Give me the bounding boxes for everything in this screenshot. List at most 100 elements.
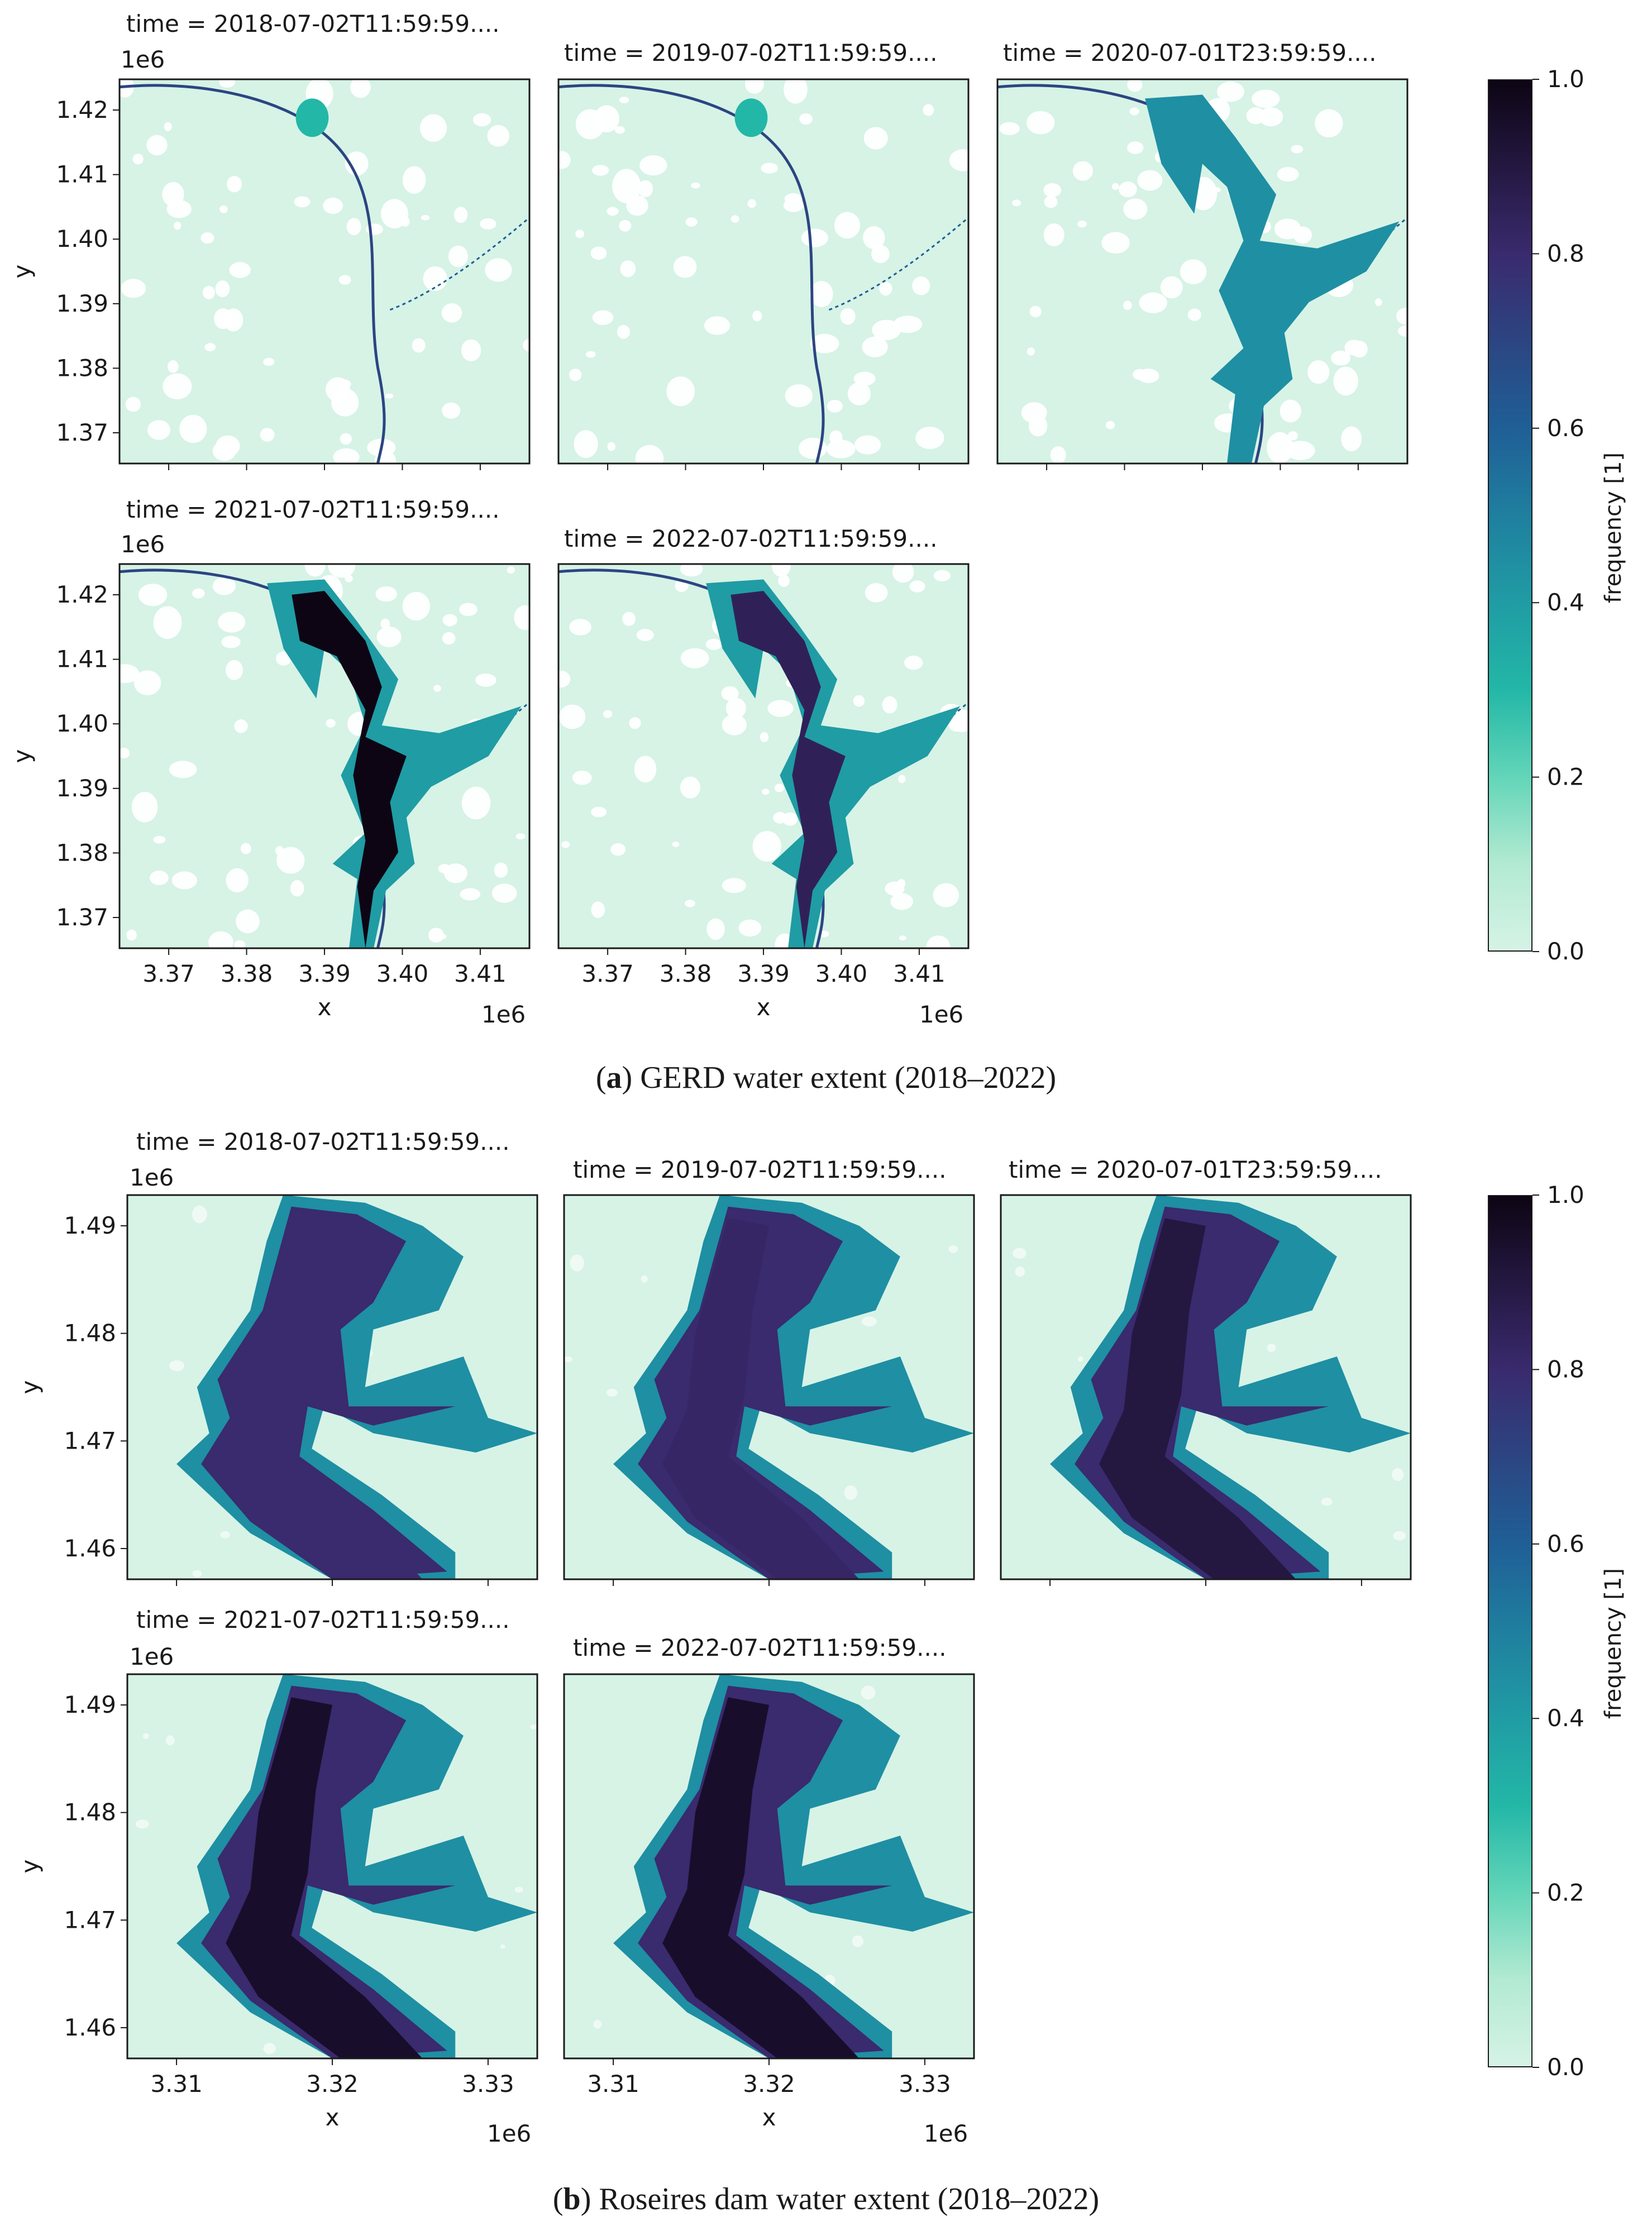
caption-letter: a bbox=[606, 1060, 622, 1095]
panel-title: time = 2019-07-02T11:59:59.... bbox=[564, 39, 938, 66]
panel-title: time = 2019-07-02T11:59:59.... bbox=[573, 1156, 947, 1183]
no-data-patch bbox=[491, 883, 517, 903]
no-data-patch bbox=[912, 276, 930, 295]
caption-text: GERD water extent (2018–2022) bbox=[632, 1060, 1057, 1095]
no-data-patch bbox=[350, 79, 371, 98]
no-data-patch bbox=[475, 673, 496, 687]
no-data-patch bbox=[219, 79, 236, 88]
no-data-patch bbox=[771, 564, 791, 577]
no-data-patch bbox=[614, 126, 625, 134]
panel-title: time = 2022-07-02T11:59:59.... bbox=[573, 1634, 947, 1661]
no-data-patch bbox=[1252, 89, 1280, 108]
no-data-patch bbox=[460, 888, 481, 901]
no-data-patch bbox=[445, 620, 453, 627]
no-data-patch bbox=[346, 218, 361, 236]
x-tick-label: 3.41 bbox=[454, 960, 507, 987]
no-data-patch bbox=[999, 122, 1020, 135]
x-tick-label: 3.37 bbox=[581, 960, 634, 987]
no-data-patch bbox=[442, 402, 461, 419]
no-data-patch bbox=[784, 193, 803, 205]
no-data-patch bbox=[610, 843, 626, 856]
no-data-patch bbox=[192, 1570, 202, 1578]
no-data-patch bbox=[738, 919, 762, 937]
no-data-patch bbox=[1129, 107, 1139, 116]
no-data-patch bbox=[220, 1531, 230, 1539]
no-data-patch bbox=[1050, 446, 1066, 464]
no-data-patch bbox=[847, 382, 871, 405]
no-data-patch bbox=[722, 714, 747, 735]
no-data-patch bbox=[212, 441, 236, 461]
no-data-patch bbox=[574, 430, 598, 458]
panel-title: time = 2018-07-02T11:59:59.... bbox=[126, 10, 500, 37]
no-data-patch bbox=[1267, 1344, 1276, 1352]
y-tick-label: 1.42 bbox=[56, 581, 108, 608]
reservoir-core bbox=[730, 591, 846, 948]
no-data-patch bbox=[174, 221, 182, 230]
y-tick-label: 1.40 bbox=[56, 225, 108, 252]
reservoir-core bbox=[1099, 1218, 1296, 1579]
no-data-patch bbox=[229, 262, 251, 278]
no-data-patch bbox=[376, 627, 402, 648]
no-data-patch bbox=[328, 564, 356, 578]
x-tick-label: 3.41 bbox=[893, 960, 946, 987]
no-data-patch bbox=[834, 212, 861, 239]
no-data-patch bbox=[853, 371, 876, 386]
no-data-patch bbox=[166, 200, 192, 218]
no-data-patch bbox=[1274, 218, 1301, 240]
no-data-patch bbox=[885, 881, 905, 896]
x-tick-label: 3.39 bbox=[737, 960, 790, 987]
no-data-patch bbox=[569, 619, 591, 636]
x-multiplier: 1e6 bbox=[481, 1001, 526, 1028]
no-data-patch bbox=[606, 1388, 618, 1397]
no-data-patch bbox=[1187, 308, 1201, 321]
no-data-patch bbox=[801, 228, 828, 247]
no-data-patch bbox=[1043, 183, 1062, 198]
no-data-patch bbox=[1397, 325, 1407, 337]
no-data-patch bbox=[276, 651, 292, 666]
no-data-patch bbox=[752, 831, 781, 862]
y-axis-label: y bbox=[16, 1860, 44, 1874]
no-data-patch bbox=[132, 154, 144, 165]
no-data-patch bbox=[685, 900, 695, 907]
no-data-patch bbox=[440, 934, 447, 939]
no-data-patch bbox=[236, 909, 260, 934]
figure-a-axes: 1.42 1.41 1.40 1.39 1.38 1.37 y 1.42 1.41 1.40 1.3… bbox=[8, 78, 1409, 1021]
no-data-patch bbox=[461, 339, 481, 362]
no-data-patch bbox=[514, 1886, 523, 1893]
no-data-patch bbox=[276, 847, 305, 874]
no-data-patch bbox=[202, 285, 215, 299]
no-data-patch bbox=[340, 433, 352, 445]
y-tick-label: 1.37 bbox=[56, 419, 108, 446]
colorbar-tick-label: 1.0 bbox=[1547, 1181, 1584, 1208]
no-data-patch bbox=[219, 205, 228, 213]
no-data-patch bbox=[730, 215, 739, 223]
reservoir-core bbox=[226, 1218, 423, 1579]
no-data-patch bbox=[1341, 426, 1362, 452]
no-data-patch bbox=[673, 256, 697, 278]
no-data-patch bbox=[1391, 1468, 1404, 1481]
no-data-patch bbox=[744, 79, 764, 94]
no-data-patch bbox=[153, 606, 182, 639]
no-data-patch bbox=[147, 420, 170, 440]
no-data-patch bbox=[861, 1685, 876, 1700]
reservoir-outer bbox=[734, 98, 768, 137]
y-tick-label: 1.39 bbox=[56, 775, 108, 802]
no-data-patch bbox=[558, 670, 571, 688]
no-data-patch bbox=[915, 427, 944, 450]
no-data-patch bbox=[1393, 1531, 1406, 1541]
no-data-patch bbox=[863, 226, 885, 250]
no-data-patch bbox=[1021, 402, 1047, 423]
no-data-patch bbox=[1043, 223, 1064, 247]
no-data-patch bbox=[428, 928, 444, 943]
tributary bbox=[828, 217, 968, 311]
no-data-patch bbox=[515, 833, 526, 840]
map-panel bbox=[1000, 1194, 1412, 1580]
map-panel bbox=[118, 563, 531, 949]
reservoir-core bbox=[662, 1697, 860, 2058]
no-data-patch bbox=[603, 710, 613, 718]
x-tick-label: 3.33 bbox=[462, 2070, 514, 2098]
panel-title: time = 2021-07-02T11:59:59.... bbox=[126, 496, 500, 523]
x-tick-label: 3.33 bbox=[899, 2070, 951, 2098]
no-data-patch bbox=[882, 696, 897, 714]
figure-caption: (a) GERD water extent (2018–2022) bbox=[595, 1060, 1057, 1095]
